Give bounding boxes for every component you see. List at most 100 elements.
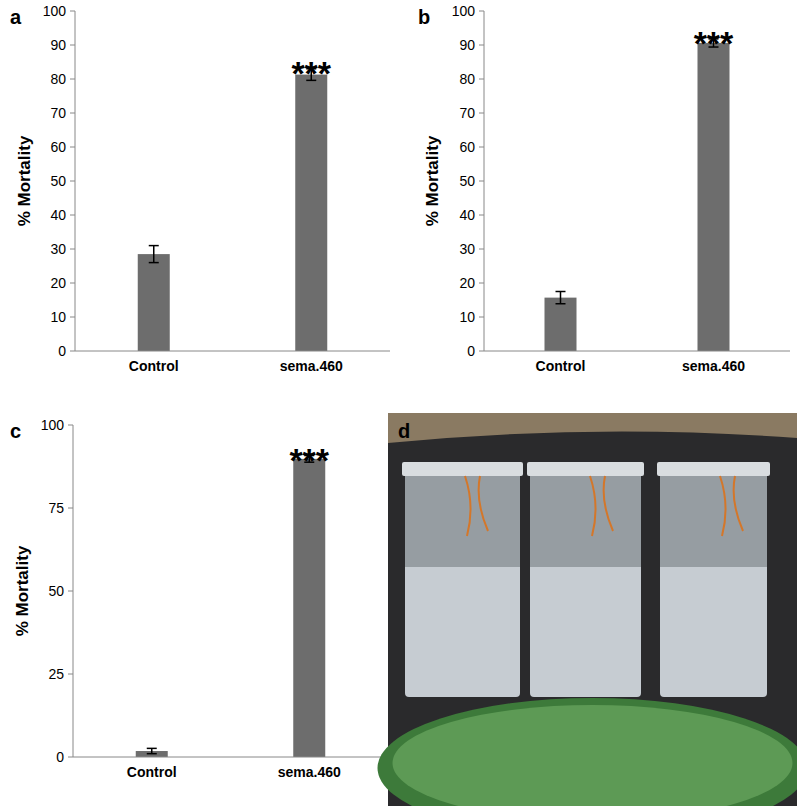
y-tick	[479, 45, 484, 46]
y-tick	[70, 351, 75, 352]
bin-lid	[402, 462, 523, 476]
y-axis-title: % Mortality	[423, 135, 442, 226]
y-tick	[479, 11, 484, 12]
error-bar	[147, 748, 157, 753]
x-tick-label: Control	[129, 358, 179, 374]
x-tick-label: sema.460	[278, 764, 341, 780]
y-tick-label: 90	[50, 37, 66, 53]
x-axis	[75, 351, 390, 352]
x-tick-label: Control	[536, 358, 586, 374]
y-tick-label: 100	[452, 3, 476, 19]
y-tick	[479, 283, 484, 284]
y-tick	[70, 249, 75, 250]
y-tick-label: 100	[41, 417, 65, 433]
y-tick-label: 20	[459, 275, 475, 291]
panel-label: c	[10, 420, 21, 442]
bar	[698, 43, 730, 351]
bin-tie	[590, 476, 613, 536]
error-stem	[560, 292, 562, 304]
y-tick-label: 40	[459, 207, 475, 223]
y-tick	[68, 508, 73, 509]
y-tick-label: 75	[48, 500, 64, 516]
bin-lid	[657, 462, 770, 476]
y-tick	[68, 757, 73, 758]
bin-net	[660, 472, 767, 567]
y-tick-label: 0	[467, 343, 475, 359]
significance: ***	[291, 54, 331, 92]
y-axis-title: % Mortality	[13, 545, 32, 636]
y-tick-label: 50	[459, 173, 475, 189]
x-tick-label: sema.460	[682, 358, 745, 374]
y-tick-label: 30	[50, 241, 66, 257]
bar-chart: 0102030405060708090100Controlsema.460% M…	[418, 3, 790, 374]
y-tick-label: 80	[50, 71, 66, 87]
bar	[293, 459, 325, 757]
y-tick	[479, 351, 484, 352]
y-tick	[68, 591, 73, 592]
bar	[138, 254, 170, 351]
y-tick-label: 50	[48, 583, 64, 599]
y-tick-label: 25	[48, 666, 64, 682]
bar-chart: 0102030405060708090100Controlsema.460% M…	[10, 3, 390, 374]
bin-net	[530, 472, 641, 567]
bar	[295, 75, 327, 351]
marks	[136, 456, 326, 757]
error-bar	[556, 292, 566, 304]
panel-label: b	[418, 6, 430, 28]
y-tick	[479, 215, 484, 216]
error-cap	[149, 245, 159, 247]
y-tick-label: 20	[50, 275, 66, 291]
error-cap	[556, 291, 566, 293]
photo-mat	[393, 705, 793, 806]
y-tick	[479, 317, 484, 318]
panel-label: d	[398, 420, 410, 442]
y-tick	[70, 215, 75, 216]
error-bar	[149, 246, 159, 263]
marks	[138, 69, 328, 351]
y-tick-label: 50	[50, 173, 66, 189]
bar	[545, 298, 577, 351]
y-tick	[68, 425, 73, 426]
y-tick	[479, 181, 484, 182]
y-tick	[70, 45, 75, 46]
x-axis	[484, 351, 790, 352]
y-tick-label: 10	[459, 309, 475, 325]
y-tick	[70, 147, 75, 148]
y-tick	[68, 674, 73, 675]
bin-lid	[527, 462, 644, 476]
bin	[660, 472, 767, 697]
bin-tie	[465, 476, 488, 536]
significance: ***	[289, 441, 329, 479]
y-tick	[70, 317, 75, 318]
y-tick-label: 80	[459, 71, 475, 87]
panel-label: a	[10, 6, 22, 28]
y-tick	[479, 79, 484, 80]
bin-tie	[720, 476, 743, 536]
bin	[530, 472, 641, 697]
y-tick-label: 90	[459, 37, 475, 53]
y-tick	[70, 283, 75, 284]
photo: d	[378, 413, 797, 806]
y-tick	[479, 113, 484, 114]
error-cap	[147, 753, 157, 755]
y-tick-label: 70	[50, 105, 66, 121]
error-cap	[147, 748, 157, 750]
marks	[545, 39, 730, 351]
y-tick-label: 70	[459, 105, 475, 121]
error-cap	[556, 303, 566, 305]
bin	[405, 472, 520, 697]
y-tick	[70, 79, 75, 80]
y-tick	[70, 113, 75, 114]
bin-net	[405, 472, 520, 567]
error-stem	[151, 748, 153, 753]
x-tick-label: Control	[127, 764, 177, 780]
y-tick	[70, 11, 75, 12]
error-stem	[153, 246, 155, 263]
x-tick-label: sema.460	[280, 358, 343, 374]
y-tick-label: 60	[50, 139, 66, 155]
y-tick-label: 0	[58, 343, 66, 359]
y-tick-label: 0	[56, 749, 64, 765]
significance: ***	[694, 24, 734, 62]
bar-chart: 0 25 50 75 100 Control sema.460 % Mortality c ***	[10, 417, 388, 780]
y-tick-label: 10	[50, 309, 66, 325]
